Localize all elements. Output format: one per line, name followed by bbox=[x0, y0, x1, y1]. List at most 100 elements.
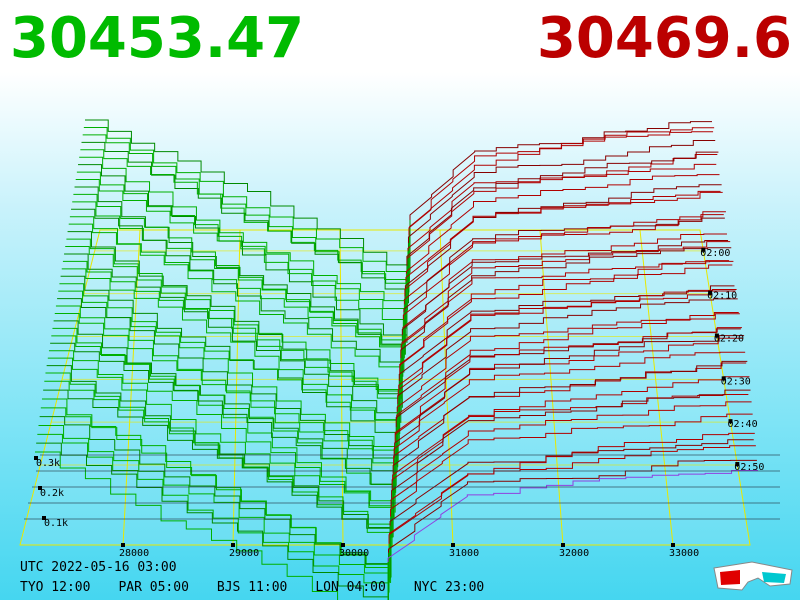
depth-tick bbox=[42, 516, 46, 520]
ask-depth-line bbox=[396, 312, 739, 412]
price-tick bbox=[231, 543, 235, 547]
time-label: 02:50 bbox=[734, 462, 764, 473]
ask-depth-line bbox=[400, 241, 731, 351]
ask-depth-line bbox=[390, 401, 752, 508]
ask-depth-line bbox=[400, 247, 732, 359]
ask-depth-line bbox=[404, 191, 723, 297]
depth-lines bbox=[24, 119, 780, 600]
city-clock: BJS 11:00 bbox=[216, 580, 288, 595]
bid-depth-line bbox=[65, 246, 402, 412]
ask-depth-line bbox=[397, 298, 738, 405]
ask-depth-line bbox=[409, 121, 712, 220]
ask-depth-line bbox=[406, 151, 719, 267]
time-label: 02:10 bbox=[707, 291, 737, 302]
ask-depth-line bbox=[399, 260, 734, 374]
glasses-icon bbox=[713, 561, 793, 591]
ask-depth-line bbox=[392, 360, 748, 474]
ask-depth-line bbox=[401, 240, 729, 336]
bid-depth-line bbox=[35, 451, 389, 600]
price-tick bbox=[561, 543, 565, 547]
bid-depth-line bbox=[37, 433, 390, 593]
ask-depth-line bbox=[402, 233, 727, 328]
ask-depth-line bbox=[395, 327, 742, 435]
time-label: 02:00 bbox=[700, 248, 730, 259]
bid-depth-line bbox=[80, 149, 409, 290]
ask-depth-line bbox=[396, 313, 740, 420]
bid-depth-line bbox=[79, 156, 408, 311]
price-grid-line bbox=[539, 229, 564, 546]
ask-depth-line bbox=[390, 413, 753, 517]
bid-depth-line bbox=[57, 298, 399, 468]
time-tick bbox=[708, 290, 713, 295]
ask-depth-line bbox=[408, 127, 715, 236]
city-clock: PAR 05:00 bbox=[118, 580, 189, 595]
ask-depth-line bbox=[394, 335, 745, 451]
bid-depth-line bbox=[78, 164, 408, 344]
price-grid-line bbox=[339, 229, 344, 546]
price-tick bbox=[121, 543, 125, 547]
bid-depth-line bbox=[71, 208, 405, 373]
bid-depth-line bbox=[50, 342, 396, 495]
bid-depth-line bbox=[69, 216, 404, 362]
ask-depth-line bbox=[407, 139, 716, 244]
price-tick bbox=[451, 543, 455, 547]
ask-depth-line bbox=[402, 211, 726, 320]
depth-tick bbox=[38, 486, 42, 490]
price-label: 30000 bbox=[339, 548, 369, 559]
time-label: 02:40 bbox=[728, 419, 758, 430]
bid-depth-line bbox=[66, 238, 403, 399]
bid-depth-line bbox=[59, 283, 400, 435]
time-label: 02:20 bbox=[714, 334, 744, 345]
bid-depth-line bbox=[62, 260, 401, 399]
time-tick bbox=[728, 419, 733, 424]
ask-depth-line bbox=[397, 288, 737, 397]
bid-depth-line bbox=[72, 201, 405, 358]
time-label: 02:30 bbox=[721, 376, 751, 387]
price-label: 33000 bbox=[669, 548, 699, 559]
bid-depth-line bbox=[75, 179, 407, 329]
bid-depth-line bbox=[36, 442, 390, 600]
bid-depth-line bbox=[68, 223, 404, 377]
bid-depth-line bbox=[40, 407, 392, 583]
time-tick bbox=[735, 462, 740, 467]
ask-depth-line bbox=[405, 174, 720, 274]
bid-depth-line bbox=[76, 171, 407, 322]
price-label: 31000 bbox=[449, 548, 479, 559]
price-grid-line bbox=[122, 229, 141, 546]
axis-labels: 28000 29000 30000 31000 32000 33000 02:00 02:10… bbox=[34, 247, 764, 559]
bid-depth-line bbox=[61, 268, 401, 434]
ask-depth-line bbox=[393, 351, 746, 458]
bid-depth-line bbox=[55, 305, 398, 471]
utc-time: UTC 2022-05-16 03:00 bbox=[20, 560, 177, 575]
bid-depth-line bbox=[54, 312, 398, 466]
bid-depth-line bbox=[73, 193, 406, 355]
depth-label: 0.3k bbox=[36, 458, 60, 469]
ask-depth-line bbox=[387, 469, 758, 562]
bid-depth-line bbox=[85, 119, 411, 273]
bid-depth-line bbox=[41, 398, 392, 578]
bid-depth-line bbox=[46, 365, 394, 538]
price-tick bbox=[671, 543, 675, 547]
price-label: 29000 bbox=[229, 548, 259, 559]
ask-depth-line bbox=[398, 285, 735, 382]
depth-label: 0.2k bbox=[40, 488, 64, 499]
time-tick bbox=[714, 333, 719, 338]
city-clock: NYC 23:00 bbox=[413, 580, 485, 595]
city-clock: LON 04:00 bbox=[315, 580, 386, 595]
ask-depth-line bbox=[391, 376, 750, 490]
bid-depth-line bbox=[47, 357, 395, 518]
price-grid-line bbox=[232, 229, 241, 546]
depth-tick bbox=[34, 456, 38, 460]
bid-depth-line bbox=[52, 327, 397, 493]
bid-depth-line bbox=[67, 231, 403, 408]
price-tick bbox=[341, 543, 345, 547]
price-grid-line bbox=[439, 229, 454, 546]
price-label: 28000 bbox=[119, 548, 149, 559]
ask-depth-line bbox=[388, 445, 756, 544]
bid-depth-line bbox=[64, 253, 402, 423]
time-tick bbox=[701, 247, 706, 252]
bid-depth-line bbox=[38, 424, 391, 583]
city-clock: TYO 12:00 bbox=[20, 580, 91, 595]
